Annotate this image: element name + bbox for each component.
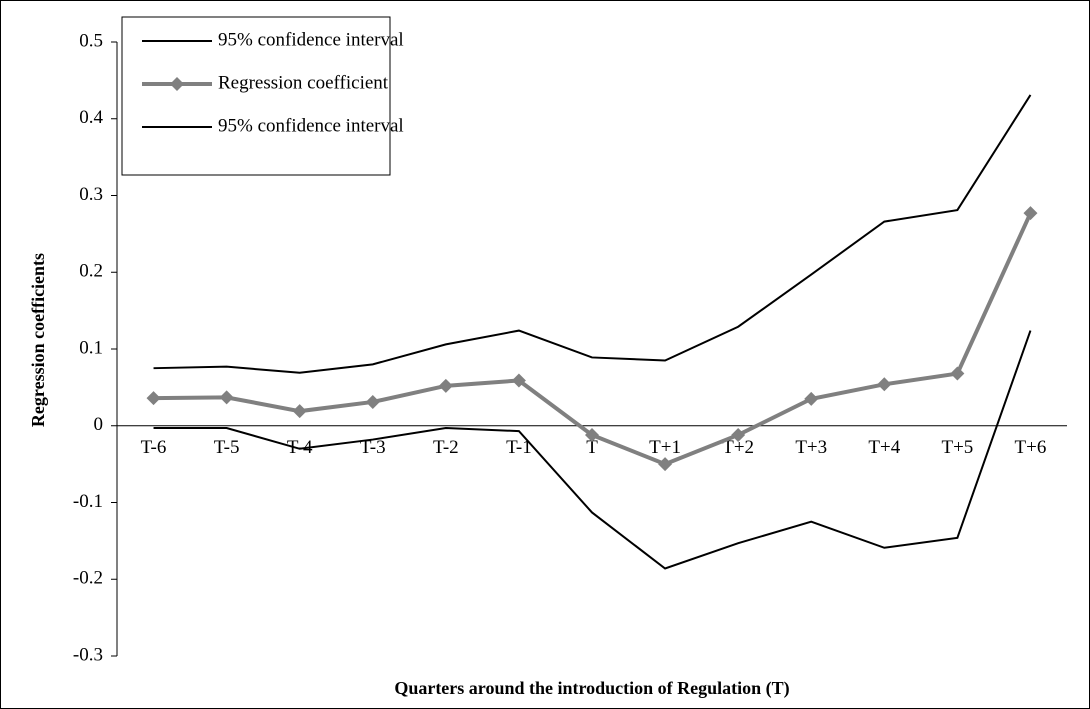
x-tick-label: T-3 <box>360 437 386 458</box>
x-tick-label: T-5 <box>214 437 240 458</box>
y-tick-label: 0.1 <box>79 337 103 358</box>
x-tick-label: T+5 <box>941 437 973 458</box>
x-tick-label: T+2 <box>722 437 754 458</box>
y-tick-label: 0 <box>94 414 104 435</box>
marker <box>438 378 453 393</box>
legend-marker <box>170 77 184 91</box>
x-tick-label: T-6 <box>141 437 167 458</box>
y-tick-label: -0.3 <box>73 644 103 665</box>
marker <box>658 457 673 472</box>
x-tick-label: T+3 <box>795 437 827 458</box>
marker <box>804 391 819 406</box>
x-tick-label: T+6 <box>1015 437 1047 458</box>
series-line <box>153 212 1033 467</box>
marker <box>219 390 234 405</box>
marker <box>292 404 307 419</box>
x-tick-label: T-4 <box>287 437 313 458</box>
marker <box>585 427 599 442</box>
marker <box>146 391 161 406</box>
legend-label: Regression coefficient <box>218 72 389 93</box>
marker <box>950 366 965 381</box>
x-tick-label: T <box>586 437 598 458</box>
y-tick-label: 0.2 <box>79 261 103 282</box>
marker <box>511 373 526 388</box>
legend-label: 95% confidence interval <box>218 29 404 50</box>
marker <box>731 427 746 442</box>
series-line <box>153 94 1032 374</box>
x-axis-title: Quarters around the introduction of Regu… <box>394 678 789 699</box>
y-axis-title: Regression coefficients <box>28 253 48 427</box>
x-tick-label: T-2 <box>433 437 459 458</box>
y-tick-label: -0.2 <box>73 568 103 589</box>
legend-box <box>121 16 391 176</box>
y-tick-label: 0.5 <box>79 30 103 51</box>
x-tick-label: T+4 <box>868 437 900 458</box>
marker <box>1023 206 1038 221</box>
series-line <box>153 330 1032 570</box>
x-tick-label: T-1 <box>506 437 532 458</box>
y-tick-label: 0.4 <box>79 107 103 128</box>
marker <box>365 394 380 409</box>
marker <box>877 377 892 392</box>
legend-label: 95% confidence interval <box>218 115 404 136</box>
y-tick-label: 0.3 <box>79 184 103 205</box>
y-tick-label: -0.1 <box>73 491 103 512</box>
x-tick-label: T+1 <box>649 437 681 458</box>
